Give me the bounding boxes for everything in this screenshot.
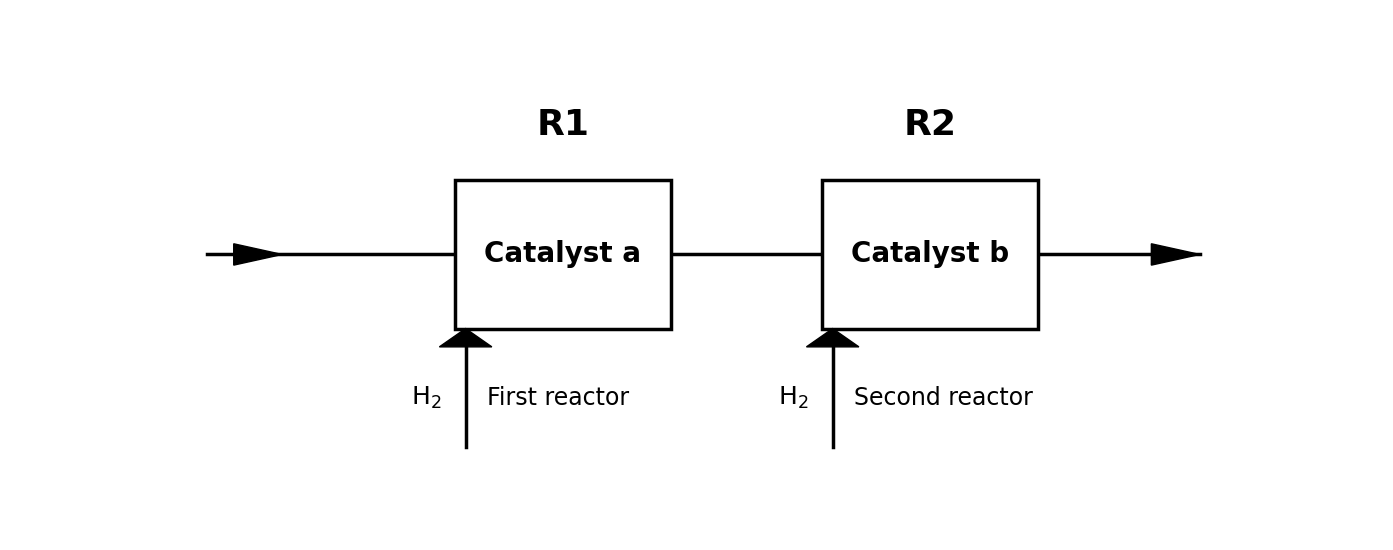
Text: R1: R1: [536, 108, 589, 142]
Text: First reactor: First reactor: [488, 386, 630, 410]
Text: Second reactor: Second reactor: [854, 386, 1034, 410]
Text: R2: R2: [903, 108, 957, 142]
Bar: [822, 180, 1038, 328]
Bar: [454, 180, 671, 328]
Polygon shape: [234, 244, 281, 265]
Polygon shape: [439, 328, 492, 347]
Text: H$_2$: H$_2$: [779, 385, 809, 411]
Text: Catalyst b: Catalyst b: [851, 240, 1009, 268]
Text: Catalyst a: Catalyst a: [485, 240, 641, 268]
Text: H$_2$: H$_2$: [411, 385, 442, 411]
Polygon shape: [807, 328, 859, 347]
Polygon shape: [1152, 244, 1199, 265]
